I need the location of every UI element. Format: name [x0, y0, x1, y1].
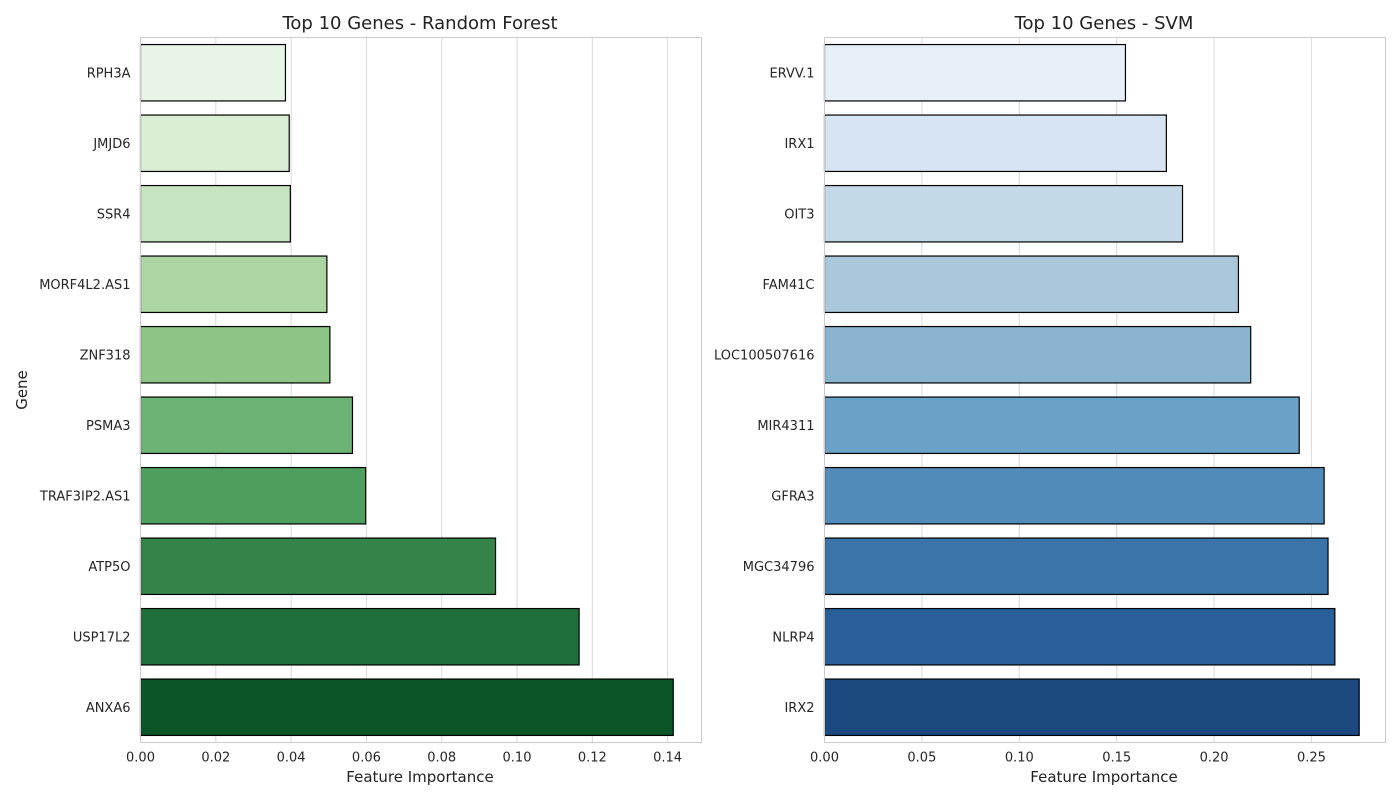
chart-title: Top 10 Genes - SVM — [1014, 13, 1194, 34]
x-axis-label: Feature Importance — [1030, 768, 1177, 786]
x-tick-label: 0.05 — [907, 751, 936, 766]
chart-title: Top 10 Genes - Random Forest — [281, 13, 557, 34]
x-tick-label: 0.04 — [277, 751, 306, 766]
bars — [823, 43, 1360, 737]
bar-nlrp4 — [823, 607, 1336, 666]
bars — [139, 43, 674, 737]
bar-morf4l2-as1 — [139, 255, 328, 314]
bar-irx2 — [823, 678, 1360, 737]
chart-svm: Top 10 Genes - SVM ERVV.1 IRX1 OIT3 FAM41C L… — [714, 13, 1386, 786]
plot-frame — [140, 37, 702, 743]
x-tick-label: 0.00 — [126, 751, 155, 766]
chart-random-forest: Top 10 Genes - Random Forest RPH3A JMJD6 S… — [13, 13, 702, 786]
y-tick-label: MIR4311 — [757, 419, 814, 434]
x-tick-label: 0.02 — [201, 751, 230, 766]
y-tick-labels: RPH3A JMJD6 SSR4 MORF4L2.AS1 ZNF318 PSMA3 TRAF… — [39, 66, 131, 716]
y-tick-label: NLRP4 — [772, 630, 814, 645]
bar-rph3a — [139, 43, 287, 102]
x-tick-label: 0.14 — [653, 751, 682, 766]
y-tick-label: MGC34796 — [743, 560, 815, 575]
y-tick-label: GFRA3 — [771, 489, 814, 504]
y-tick-label: JMJD6 — [92, 137, 130, 152]
x-tick-labels: 0.00 0.02 0.04 0.06 0.08 0.10 0.12 0.14 — [126, 751, 682, 766]
bar-irx1 — [823, 114, 1167, 173]
x-tick-label: 0.10 — [503, 751, 532, 766]
x-tick-label: 0.12 — [578, 751, 607, 766]
x-tick-label: 0.08 — [427, 751, 456, 766]
bar-mir4311 — [823, 396, 1300, 455]
bar-oit3 — [823, 184, 1184, 243]
y-tick-label: IRX2 — [784, 701, 814, 716]
x-tick-label: 0.20 — [1200, 751, 1229, 766]
bar-mgc34796 — [823, 537, 1329, 596]
y-tick-label: ATP5O — [88, 560, 130, 575]
x-tick-label: 0.15 — [1102, 751, 1131, 766]
bar-anxa6 — [139, 678, 674, 737]
plot-frame — [824, 37, 1386, 743]
bar-ssr4 — [139, 184, 291, 243]
x-tick-labels: 0.00 0.05 0.10 0.15 0.20 0.25 — [810, 751, 1326, 766]
y-tick-label: TRAF3IP2.AS1 — [39, 489, 131, 504]
bar-atp5o — [139, 537, 497, 596]
y-tick-label: LOC100507616 — [714, 348, 815, 363]
y-tick-labels: ERVV.1 IRX1 OIT3 FAM41C LOC100507616 MIR4311 G… — [714, 66, 815, 716]
y-tick-label: MORF4L2.AS1 — [39, 278, 130, 293]
bar-traf3ip2-as1 — [139, 466, 367, 525]
bar-psma3 — [139, 396, 354, 455]
y-axis-label: Gene — [13, 370, 31, 410]
x-tick-label: 0.00 — [810, 751, 839, 766]
y-tick-label: OIT3 — [784, 207, 814, 222]
bar-fam41c — [823, 255, 1240, 314]
bar-loc100507616 — [823, 325, 1252, 384]
bar-usp17l2 — [139, 607, 580, 666]
y-tick-label: USP17L2 — [73, 630, 131, 645]
y-tick-label: ERVV.1 — [769, 66, 814, 81]
bar-znf318 — [139, 325, 331, 384]
y-tick-label: FAM41C — [762, 278, 814, 293]
bar-gfra3 — [823, 466, 1325, 525]
x-tick-label: 0.06 — [352, 751, 381, 766]
x-tick-label: 0.25 — [1297, 751, 1326, 766]
x-tick-label: 0.10 — [1005, 751, 1034, 766]
y-tick-label: IRX1 — [784, 137, 814, 152]
bar-ervv-1 — [823, 43, 1127, 102]
y-tick-label: ZNF318 — [80, 348, 131, 363]
y-tick-label: SSR4 — [97, 207, 131, 222]
y-tick-label: ANXA6 — [86, 701, 131, 716]
bar-jmjd6 — [139, 114, 290, 173]
x-axis-label: Feature Importance — [346, 768, 493, 786]
y-tick-label: PSMA3 — [86, 419, 130, 434]
y-tick-label: RPH3A — [87, 66, 131, 81]
